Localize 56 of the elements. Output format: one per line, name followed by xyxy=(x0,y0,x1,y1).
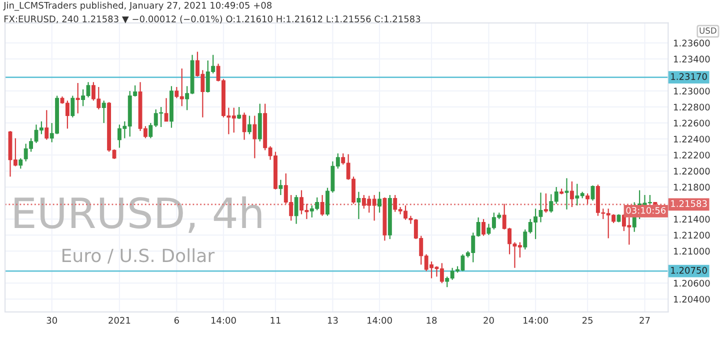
candlestick xyxy=(70,95,75,118)
annotation: Euro / U.S. Dollar xyxy=(62,248,215,264)
candlestick xyxy=(252,115,257,159)
y-tick-label: 1.21800 xyxy=(674,184,710,191)
y-tick-label: 1.20600 xyxy=(674,280,710,287)
candlestick xyxy=(44,110,49,140)
y-tick-label: 1.22000 xyxy=(674,168,710,175)
candlestick xyxy=(590,184,595,202)
y-tick-label: 1.21200 xyxy=(674,232,710,239)
y-tick-label: 1.20400 xyxy=(674,296,710,303)
candlestick xyxy=(564,178,569,210)
x-tick-label: 18 xyxy=(426,316,437,324)
candlestick xyxy=(482,218,486,236)
annotation: EURUSD, 4h xyxy=(14,196,262,233)
x-tick-label: 25 xyxy=(582,316,592,324)
y-tick-label: 1.23000 xyxy=(674,88,710,95)
ref-line-label: 1.21583 xyxy=(671,200,707,208)
y-tick-label: 1.22400 xyxy=(674,136,710,143)
y-tick-label: 1.22800 xyxy=(674,104,710,111)
chart-subtitle: FX:EURUSD, 240 1.21583 ▼ −0.00012 (−0.01%) O:1.21610 H:1.21612 L:1.21556 C:1.21583 xyxy=(4,15,420,24)
x-tick-label: 2021 xyxy=(108,316,130,324)
x-tick-label: 20 xyxy=(484,316,494,324)
x-tick-label: 27 xyxy=(640,316,650,324)
candlestick xyxy=(544,192,548,214)
y-tick-label: 1.21000 xyxy=(674,248,710,255)
ref-line-label: 1.20750 xyxy=(671,266,707,274)
candlestick xyxy=(76,82,80,114)
x-tick-label: 13 xyxy=(328,316,338,324)
candlestick xyxy=(570,180,574,208)
candlestick xyxy=(237,106,242,120)
candlestick xyxy=(18,158,23,170)
text: USD xyxy=(700,27,716,34)
candlestick xyxy=(320,194,324,216)
chart-title: Jin_LCMSTraders published, January 27, 2021 10:49:05 +08 xyxy=(3,2,272,11)
x-tick-label: 14:00 xyxy=(367,316,392,324)
x-tick-label: 30 xyxy=(46,316,57,324)
x-tick-label: 14:00 xyxy=(524,316,548,324)
candlestick xyxy=(586,192,590,204)
candlestick xyxy=(356,191,361,220)
y-tick-label: 1.23600 xyxy=(674,40,710,46)
y-tick-label: 1.23400 xyxy=(674,56,710,62)
candlestick xyxy=(242,112,246,140)
y-tick-label: 1.22200 xyxy=(674,152,710,159)
y-tick-label: 1.22600 xyxy=(674,120,710,127)
x-tick-label: 14:00 xyxy=(211,316,236,324)
ref-line-label: 1.23170 xyxy=(671,73,707,80)
candlestick xyxy=(248,115,252,135)
candlestick xyxy=(102,100,106,124)
x-tick-label: 6 xyxy=(174,316,179,324)
x-tick-label: 11 xyxy=(270,317,280,324)
candlestick xyxy=(278,179,283,196)
candlestick xyxy=(378,191,382,214)
annotation: 03:10:56 xyxy=(626,206,666,214)
y-tick-label: 1.21400 xyxy=(674,216,710,223)
candlestick xyxy=(294,194,298,224)
candlestick xyxy=(164,98,168,122)
